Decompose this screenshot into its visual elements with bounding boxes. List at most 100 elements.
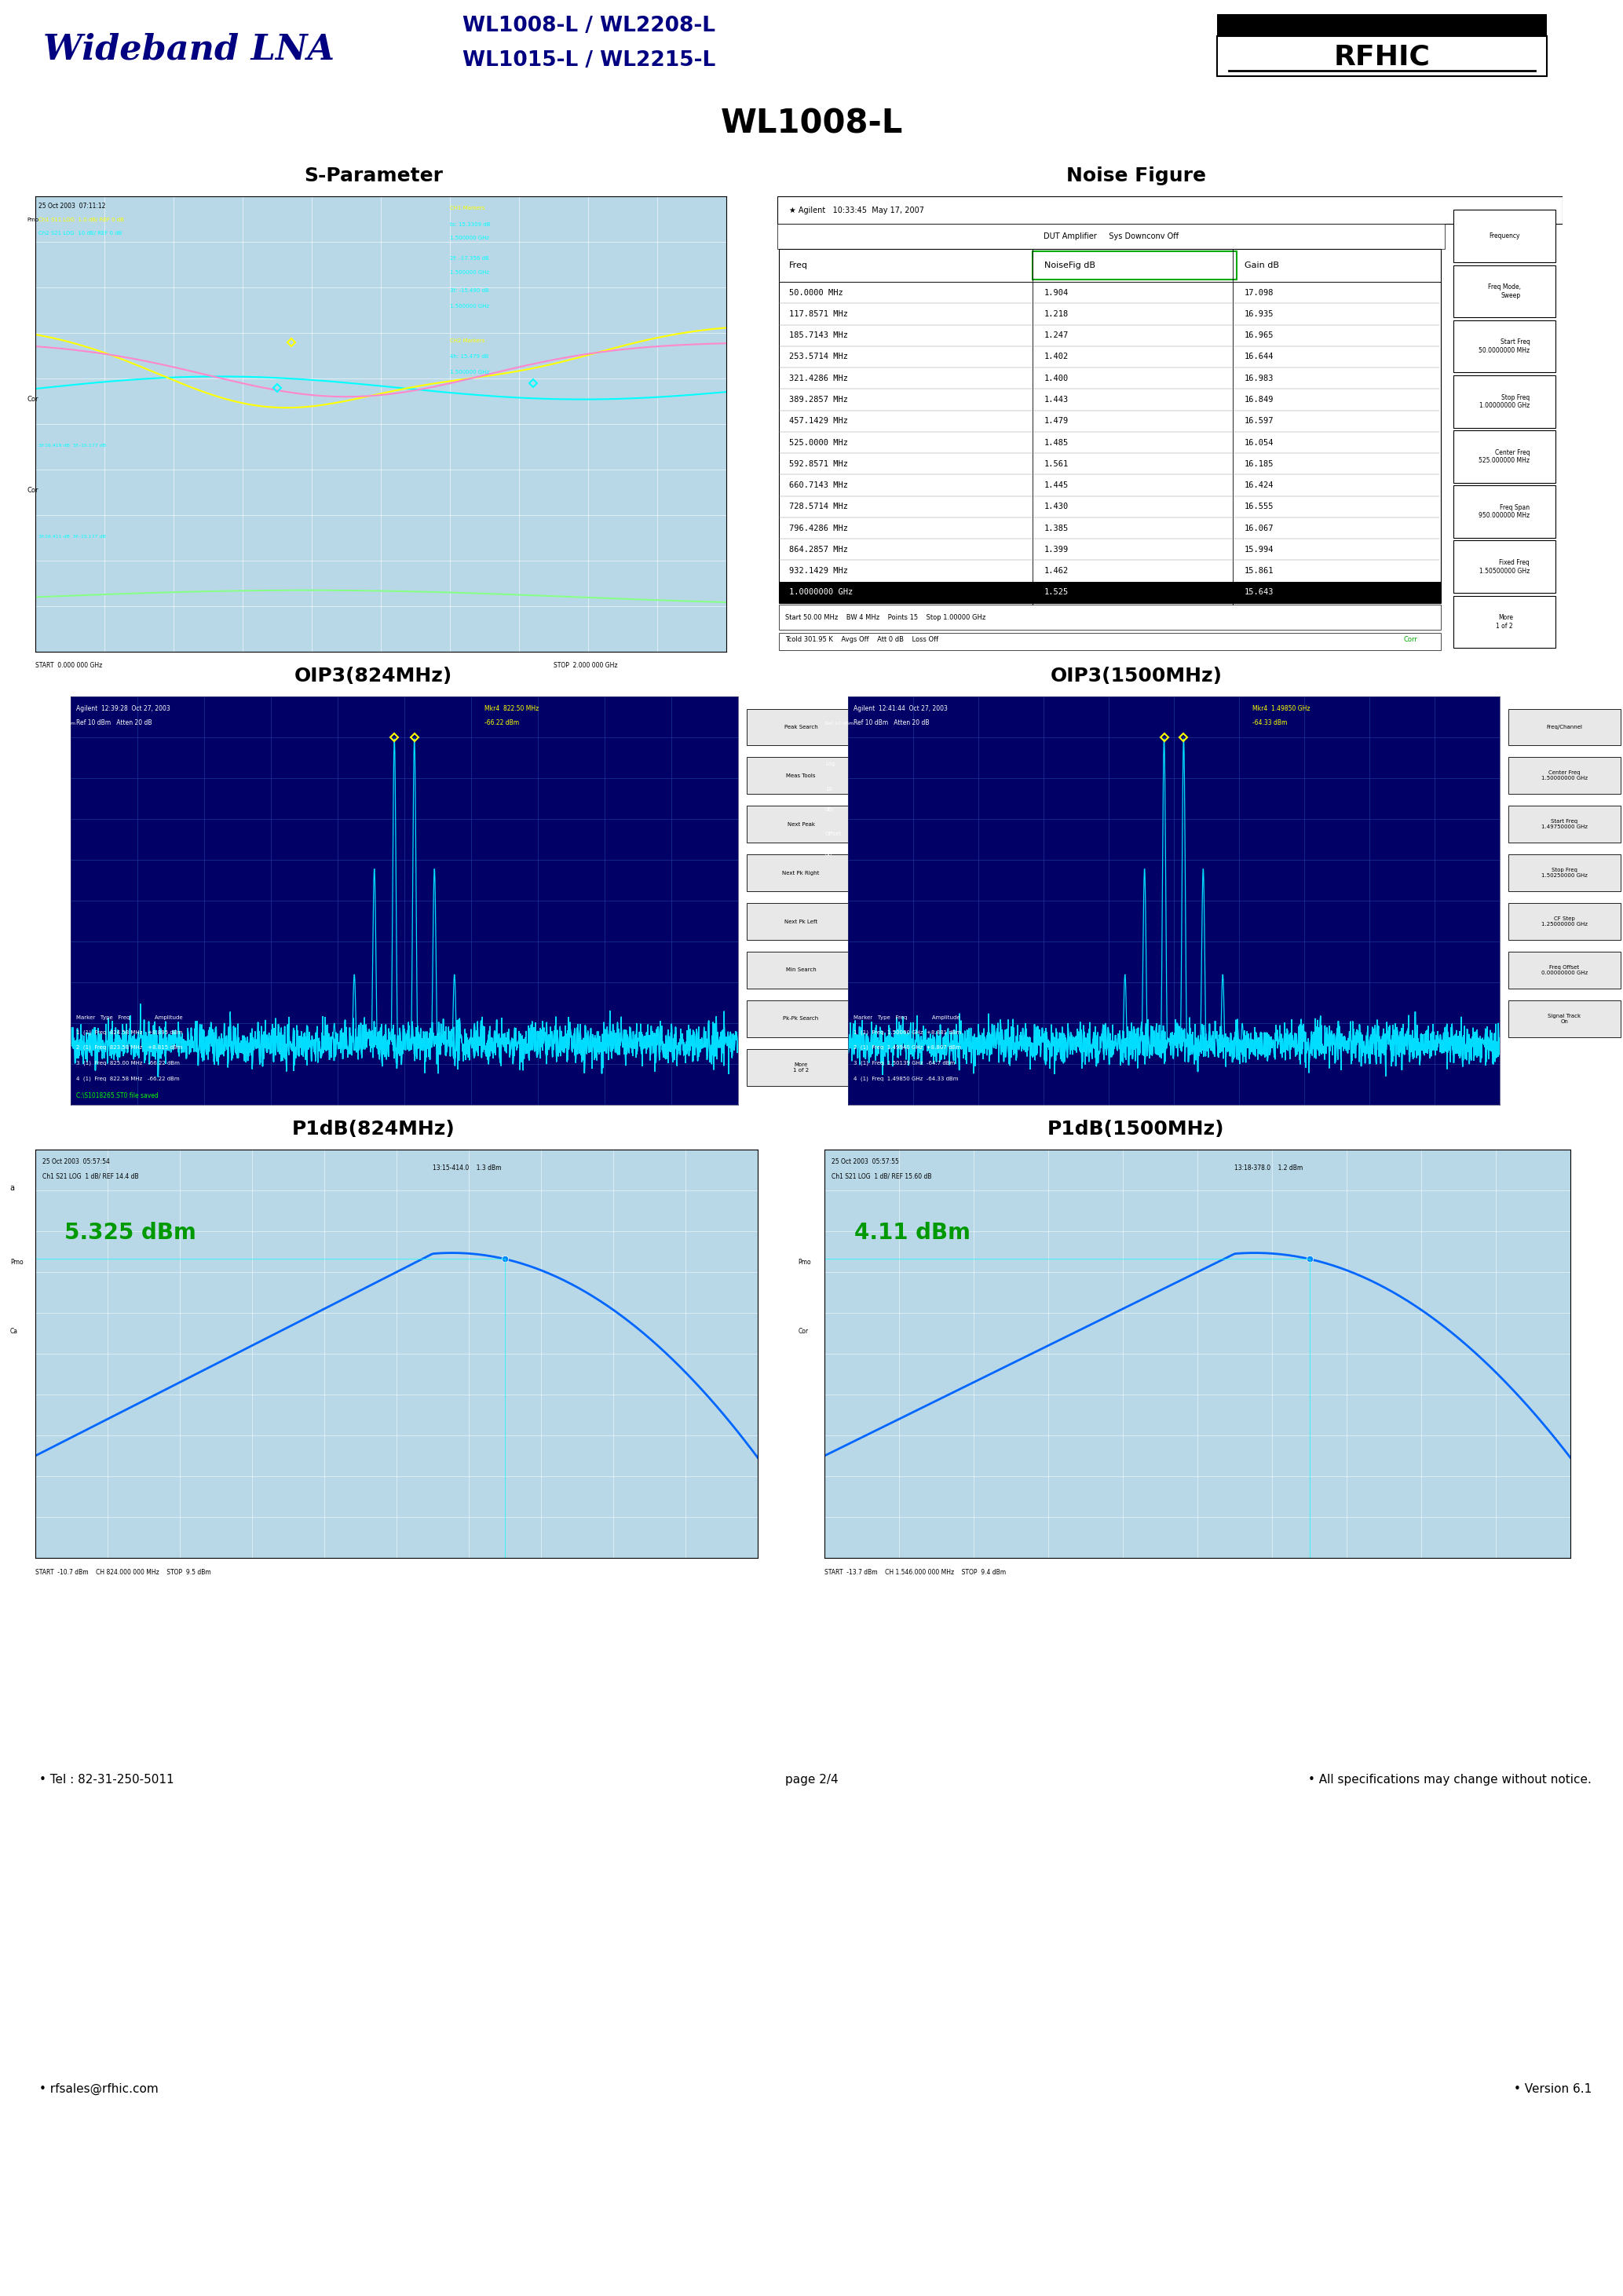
Text: 17.098: 17.098 [1245,289,1274,296]
Bar [1453,484,1556,537]
Text: 1.385: 1.385 [1044,523,1070,533]
Bar [1453,209,1556,262]
Text: Frequency: Frequency [1488,232,1521,239]
Text: Ref 10 dBm: Ref 10 dBm [824,721,854,726]
Text: Cor: Cor [799,1327,808,1334]
Bar [1032,250,1237,280]
Text: 16.067: 16.067 [1245,523,1274,533]
Bar [747,806,855,843]
Bar [1508,854,1620,891]
Text: 3  (1)  Freq  1.50139 GHz  -64.7 dBm: 3 (1) Freq 1.50139 GHz -64.7 dBm [854,1061,956,1065]
Text: Offset: Offset [824,831,842,836]
Text: 15.643: 15.643 [1245,588,1274,597]
Text: 3f: -15.490 dB: 3f: -15.490 dB [450,287,489,292]
Text: 4h: 15.479 dB: 4h: 15.479 dB [450,354,489,358]
Text: 1  (1)  Freq  1.50060 GHz  +8.881 dBm: 1 (1) Freq 1.50060 GHz +8.881 dBm [854,1029,961,1035]
Text: Log: Log [824,762,834,767]
Text: dB/: dB/ [824,806,834,810]
Text: 16.983: 16.983 [1245,374,1274,381]
Text: 1.443: 1.443 [1044,395,1070,404]
Bar [747,1001,855,1038]
Text: 16.644: 16.644 [1245,354,1274,360]
Text: Center 1.5 GHz    *BW 380 kHz    Sweep 694.4 ms (401 pts): Center 1.5 GHz *BW 380 kHz Sweep 694.4 m… [854,1116,1018,1120]
Text: 1.479: 1.479 [1044,418,1070,425]
Text: 1.218: 1.218 [1044,310,1070,317]
Text: Freq Offset
0.00000000 GHz: Freq Offset 0.00000000 GHz [1542,964,1587,976]
Text: 1.904: 1.904 [1044,289,1070,296]
Text: 16.555: 16.555 [1245,503,1274,510]
Text: Freq Mode,
Sweep: Freq Mode, Sweep [1488,285,1521,298]
Text: OIP3(1500MHz): OIP3(1500MHz) [1050,666,1222,687]
Text: 2  (1)  Freq  823.58 MHz   +8.815 dBm: 2 (1) Freq 823.58 MHz +8.815 dBm [76,1045,182,1049]
Text: Ch2 S21 LOG  10 dB/ REF 0 dB: Ch2 S21 LOG 10 dB/ REF 0 dB [39,232,122,236]
Text: 25 Oct 2003  07:11:12: 25 Oct 2003 07:11:12 [39,202,105,209]
Text: 1.402: 1.402 [1044,354,1070,360]
Bar [747,902,855,939]
Text: Pmo: Pmo [28,218,39,223]
Text: DUT Amplifier     Sys Downconv Off: DUT Amplifier Sys Downconv Off [1044,232,1178,241]
Text: 3f:16.419 dB  3f:-15.177 dB: 3f:16.419 dB 3f:-15.177 dB [39,443,107,448]
Text: START  0.000 000 GHz: START 0.000 000 GHz [36,661,102,668]
Text: dB: dB [824,852,833,856]
Text: ts: 15.3309 dB: ts: 15.3309 dB [450,223,490,227]
Bar [1453,374,1556,427]
Text: Start Freq
50.0000000 MHz: Start Freq 50.0000000 MHz [1479,340,1530,354]
Text: Peak Search: Peak Search [784,726,818,730]
Text: a: a [10,1185,15,1192]
Text: CF Step
1.25000000 GHz: CF Step 1.25000000 GHz [1542,916,1587,928]
Text: 4  (1)  Freq  822.58 MHz   -66.22 dBm: 4 (1) Freq 822.58 MHz -66.22 dBm [76,1077,180,1081]
Text: Log: Log [47,762,57,767]
Text: 1.247: 1.247 [1044,331,1070,340]
Text: Next Peak: Next Peak [787,822,815,827]
Text: Fixed Freq
1.50500000 GHz: Fixed Freq 1.50500000 GHz [1479,560,1529,574]
Text: Stop Freq
1.00000000 GHz: Stop Freq 1.00000000 GHz [1479,395,1529,409]
Bar [1508,709,1620,746]
Text: Center Freq
1.50000000 GHz: Center Freq 1.50000000 GHz [1542,771,1587,781]
Text: Pk-Pk Search: Pk-Pk Search [784,1017,818,1022]
Text: Agilent  12:41:44  Oct 27, 2003: Agilent 12:41:44 Oct 27, 2003 [854,705,948,712]
Text: 10: 10 [824,788,833,792]
Text: Ch1 S21 LOG  1 dB/ REF 15.60 dB: Ch1 S21 LOG 1 dB/ REF 15.60 dB [833,1173,932,1180]
Text: RFHIC: RFHIC [1334,44,1430,71]
Text: Wideband LNA: Wideband LNA [44,32,334,67]
Text: Signal Track
On: Signal Track On [1548,1013,1581,1024]
Text: 389.2857 MHz: 389.2857 MHz [789,395,847,404]
Text: 16.965: 16.965 [1245,331,1274,340]
Text: Ch1 S21 LOG  1 dB/ REF 14.4 dB: Ch1 S21 LOG 1 dB/ REF 14.4 dB [42,1173,140,1180]
Text: Mkr4  822.50 MHz: Mkr4 822.50 MHz [485,705,539,712]
Text: More
1 of 2: More 1 of 2 [794,1063,808,1072]
Text: 185.7143 MHz: 185.7143 MHz [789,331,847,340]
Text: 16.849: 16.849 [1245,395,1274,404]
Text: P1dB(1500MHz): P1dB(1500MHz) [1047,1120,1225,1139]
Text: -66.22 dBm: -66.22 dBm [485,719,519,726]
Bar [747,854,855,891]
Text: Start 50.00 MHz    BW 4 MHz    Points 15    Stop 1.00000 GHz: Start 50.00 MHz BW 4 MHz Points 15 Stop … [786,613,985,620]
Bar [1217,14,1547,39]
Text: OIP3(824MHz): OIP3(824MHz) [294,666,453,687]
Text: Min Search: Min Search [786,967,816,974]
Bar [779,634,1441,650]
Text: Next Pk Right: Next Pk Right [782,870,820,875]
Text: 321.4286 MHz: 321.4286 MHz [789,374,847,381]
Text: 1.500000 GHz: 1.500000 GHz [450,236,489,241]
Text: More
1 of 2: More 1 of 2 [1496,615,1513,629]
Text: S-Parameter: S-Parameter [304,168,443,186]
Text: 660.7143 MHz: 660.7143 MHz [789,482,847,489]
Text: dB/: dB/ [47,806,57,810]
Text: • Version 6.1: • Version 6.1 [1514,2082,1592,2096]
Text: 1.500000 GHz: 1.500000 GHz [450,271,489,276]
Text: WL1008-L / WL2208-L: WL1008-L / WL2208-L [463,16,716,37]
Text: Noise Figure: Noise Figure [1066,168,1206,186]
Text: 16.185: 16.185 [1245,459,1274,468]
Text: Cor: Cor [28,395,39,402]
Bar [1453,264,1556,317]
Text: 1.525: 1.525 [1044,588,1070,597]
Text: WL1008-L: WL1008-L [721,108,902,140]
Text: • Tel : 82-31-250-5011: • Tel : 82-31-250-5011 [39,1773,174,1786]
Text: ★ Agilent   10:33:45  May 17, 2007: ★ Agilent 10:33:45 May 17, 2007 [789,207,923,214]
Text: 13:15-414.0    1.3 dBm: 13:15-414.0 1.3 dBm [433,1164,502,1171]
Text: Mkr4  1.49850 GHz: Mkr4 1.49850 GHz [1251,705,1310,712]
Bar [1508,758,1620,794]
Bar [747,1049,855,1086]
Text: 728.5714 MHz: 728.5714 MHz [789,503,847,510]
